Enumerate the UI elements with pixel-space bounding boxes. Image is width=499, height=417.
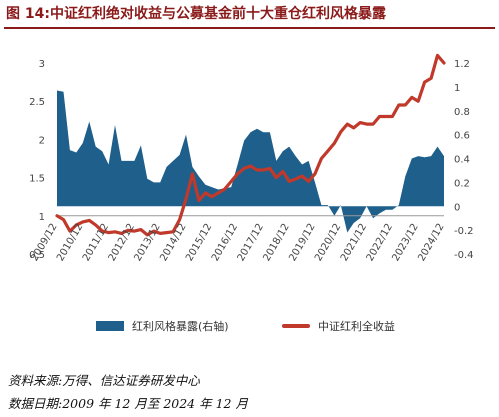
left-axis-tick-label: 1.5 bbox=[29, 174, 45, 185]
right-axis-tick-label: 0.6 bbox=[454, 131, 470, 142]
left-axis-tick-label: 2 bbox=[39, 135, 45, 146]
right-axis-tick-label: 0.2 bbox=[454, 178, 470, 189]
left-axis-tick-label: 3 bbox=[39, 59, 45, 70]
legend-item-exposure: 红利风格暴露(右轴) bbox=[96, 318, 229, 334]
legend-label-exposure: 红利风格暴露(右轴) bbox=[132, 320, 229, 333]
left-axis-tick-label: 0.5 bbox=[29, 250, 45, 261]
figure-title: 图 14:中证红利绝对收益与公募基金前十大重仓红利风格暴露 bbox=[6, 6, 386, 22]
legend-item-total-return: 中证红利全收益 bbox=[282, 318, 395, 334]
title-divider bbox=[4, 27, 495, 29]
date-note: 数据日期:2009 年 12 月至 2024 年 12 月 bbox=[8, 396, 248, 411]
legend-swatch-exposure bbox=[96, 321, 124, 331]
left-axis-tick-label: 2.5 bbox=[29, 97, 45, 108]
right-axis-tick-label: -0.2 bbox=[454, 226, 474, 237]
right-axis-tick-label: 1.2 bbox=[454, 59, 470, 70]
dividend-chart: 0.511.522.53-0.4-0.200.20.40.60.811.2200… bbox=[29, 53, 474, 263]
legend-label-total-return: 中证红利全收益 bbox=[318, 320, 395, 333]
right-axis-tick-label: 0.8 bbox=[454, 107, 470, 118]
total-return-line-group bbox=[55, 53, 446, 237]
total-return-line bbox=[55, 53, 446, 237]
chart-legend: 红利风格暴露(右轴) 中证红利全收益 bbox=[0, 318, 499, 336]
right-axis-tick-label: 0 bbox=[454, 202, 460, 213]
source-note: 资料来源:万得、信达证券研发中心 bbox=[8, 373, 200, 388]
left-axis-tick-label: 1 bbox=[39, 212, 45, 223]
x-axis-tick-label: 2024/12 bbox=[416, 222, 446, 263]
exposure-area bbox=[57, 90, 444, 233]
right-axis-tick-label: -0.4 bbox=[454, 250, 474, 261]
right-axis-tick-label: 0.4 bbox=[454, 155, 470, 166]
exposure-area-group bbox=[57, 90, 444, 233]
right-axis-tick-label: 1 bbox=[454, 83, 460, 94]
legend-swatch-total-return bbox=[282, 324, 310, 328]
